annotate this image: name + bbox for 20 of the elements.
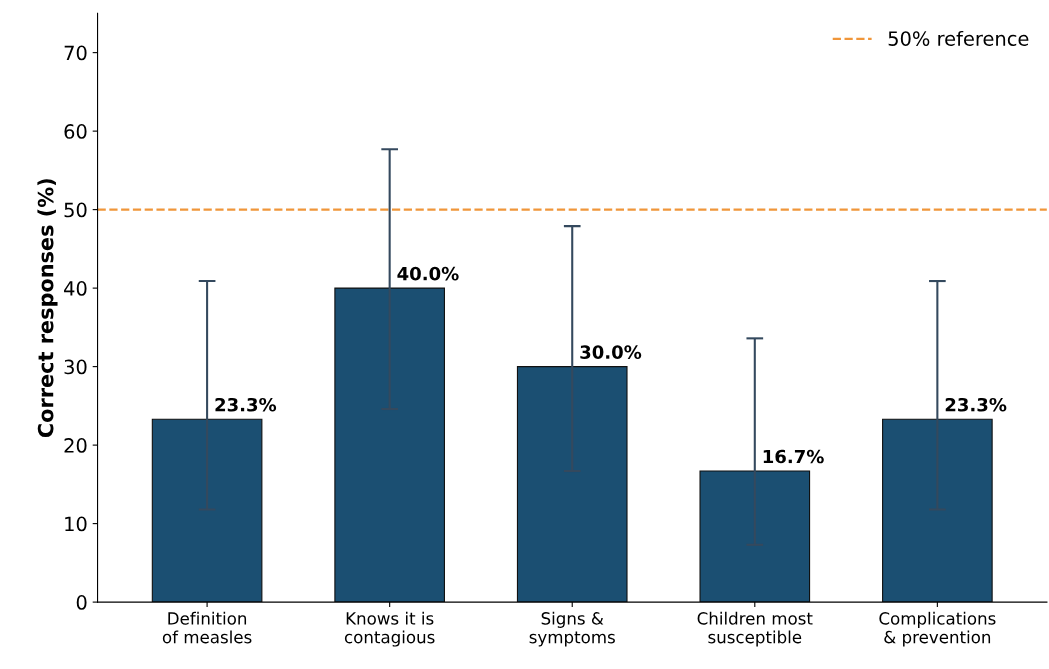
y-tick-label: 0: [76, 595, 87, 610]
x-tick-label: Signs & symptoms: [529, 611, 615, 647]
y-tick-label: 10: [65, 516, 87, 532]
x-tick-label: Complications & prevention: [879, 611, 996, 647]
legend-label: 50% reference: [888, 30, 1029, 46]
y-tick-label: 70: [64, 45, 87, 61]
x-tick-label: Definition of measles: [162, 611, 252, 644]
y-tick-label: 40: [64, 281, 87, 296]
data-label: 40.0%: [397, 266, 459, 281]
y-tick-label: 60: [64, 124, 87, 139]
x-tick-label: Children most susceptible: [697, 611, 813, 647]
y-tick-label: 20: [64, 438, 87, 453]
y-tick-label: 50: [64, 202, 87, 218]
data-label: 23.3%: [215, 397, 277, 412]
y-axis-title: Correct responses (%): [37, 179, 58, 438]
x-tick-label: Knows it is contagious: [344, 611, 435, 647]
y-tick-label: 30: [64, 359, 87, 375]
data-label: 30.0%: [580, 345, 642, 359]
data-label: 16.7%: [763, 449, 824, 464]
data-label: 23.3%: [945, 397, 1007, 412]
